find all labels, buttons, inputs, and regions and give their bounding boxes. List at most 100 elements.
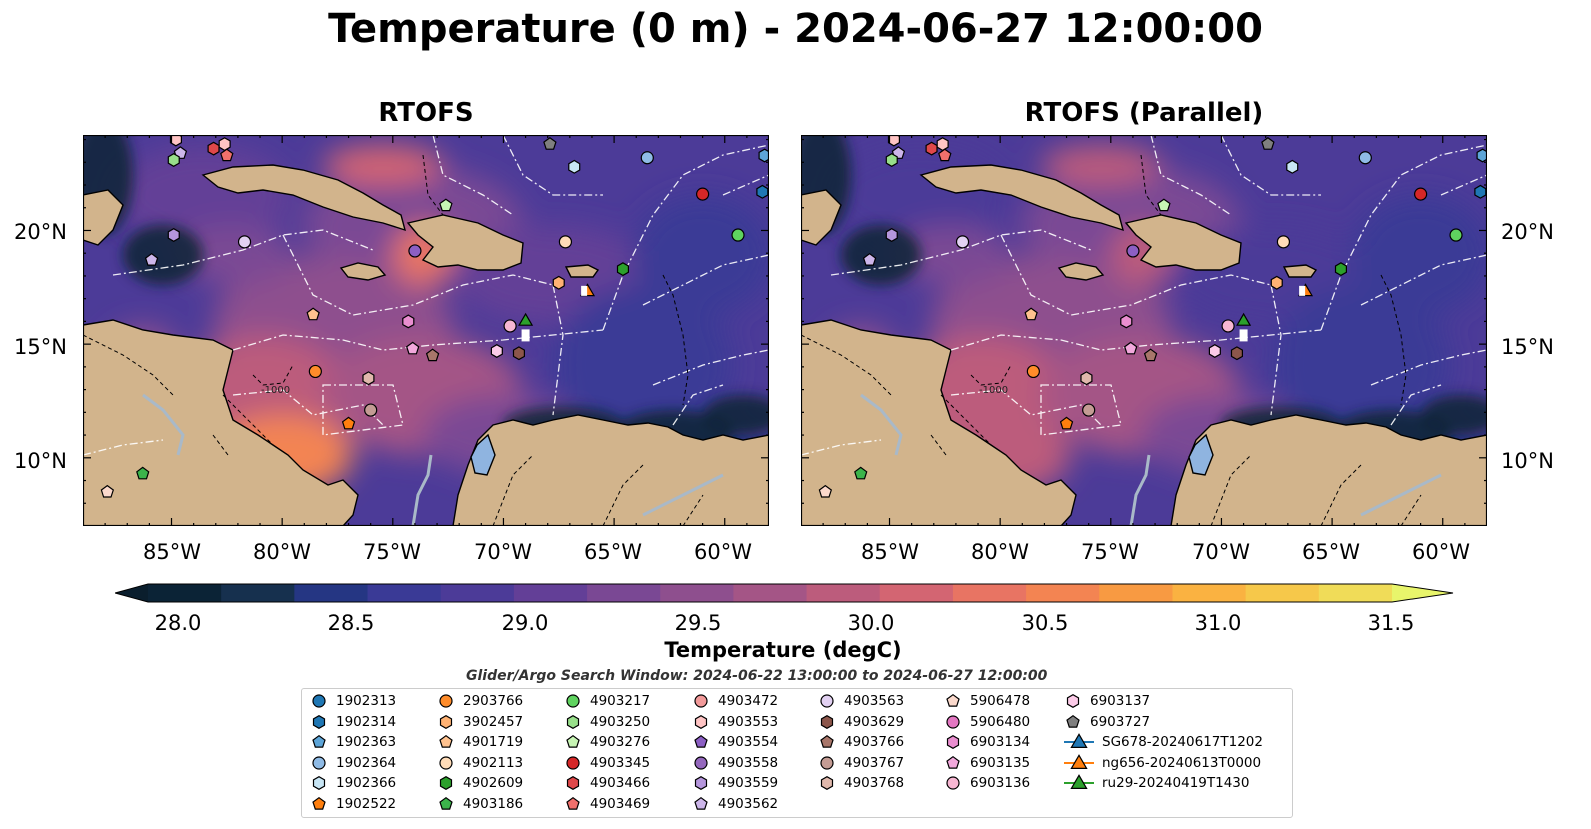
argo-float-marker [1157, 198, 1171, 212]
legend-item-label: 4903563 [844, 693, 905, 709]
argo-float-marker [885, 153, 898, 167]
legend-item: 4903563 [818, 691, 904, 711]
argo-float-marker [955, 235, 970, 249]
map-frame [83, 135, 769, 526]
legend-item-label: 4903250 [590, 713, 651, 730]
cuba [201, 164, 407, 232]
pentagon-marker-icon [439, 796, 453, 810]
panel-title-rtofs: RTOFS [378, 98, 474, 128]
hexagon-marker-icon [439, 776, 453, 791]
argo-float-marker [1123, 341, 1138, 355]
bathymetry-contour-label: -1000 [261, 385, 290, 396]
lon-label-80w-right: 80°W [971, 540, 1029, 564]
legend-item: 5906478 [944, 691, 1030, 711]
argo-float-marker [364, 403, 378, 417]
argo-float-marker [1449, 228, 1463, 242]
legend-item-label: SG678-20240617T1202 [1102, 734, 1263, 751]
colorbar-tick-31-5: 31.5 [1367, 611, 1415, 635]
legend-item-label: 4903276 [590, 734, 651, 751]
legend-item: 4903767 [818, 753, 904, 773]
pentagon-marker-icon [694, 796, 708, 810]
pentagon-marker-icon [439, 735, 453, 748]
colorbar-tick-28-0: 28.0 [154, 611, 202, 635]
colorbar-segment [367, 584, 442, 602]
jamaica [339, 262, 387, 281]
circle-marker-icon [439, 694, 453, 708]
argo-float-marker [756, 184, 769, 199]
argo-float-marker [568, 159, 581, 174]
argo-float-marker [885, 228, 898, 242]
argo-float-marker [616, 262, 630, 277]
central-america [801, 319, 1077, 526]
legend-item: 4901719 [437, 732, 523, 752]
argo-float-marker [306, 307, 320, 321]
panel-title-rtofs-parallel: RTOFS (Parallel) [1024, 98, 1264, 128]
legend-item-label: 6903134 [970, 734, 1031, 751]
colorbar-tick-28-5: 28.5 [327, 611, 375, 635]
argo-float-marker [1334, 262, 1348, 277]
circle-marker-icon [439, 756, 453, 770]
legend-item-label: 4903472 [718, 693, 779, 709]
argo-float-marker [490, 344, 503, 358]
colorbar [115, 583, 1454, 603]
eez-boundaries [801, 135, 1487, 456]
colorbar-tick-30-0: 30.0 [847, 611, 895, 635]
colorbar-label: Temperature (degC) [664, 638, 902, 662]
argo-float-marker [207, 141, 220, 156]
colorbar-segment [440, 584, 515, 602]
argo-float-marker [1474, 184, 1487, 199]
hexagon-marker-icon [1066, 694, 1080, 708]
legend-item-label: ng656-20240613T0000 [1102, 754, 1262, 771]
colorbar-under-extension [115, 584, 148, 602]
argo-float-marker [405, 341, 420, 355]
argo-float-marker [167, 153, 180, 167]
legend-item-label: 1902314 [336, 713, 397, 730]
map-content: -1000 [83, 135, 769, 526]
argo-float-marker [854, 466, 868, 480]
legend-item: 5906480 [944, 712, 1030, 732]
map-content: -1000 [801, 135, 1487, 526]
glider-track [1299, 285, 1306, 296]
lat-label-20n-left: 20°N [14, 220, 67, 244]
legend-item: 4903554 [692, 732, 778, 752]
float-markers [818, 135, 1487, 498]
legend-item: 4903466 [564, 773, 650, 793]
argo-float-marker [1026, 364, 1040, 379]
glider-marker [1236, 312, 1252, 326]
argo-float-marker [425, 348, 440, 362]
south-america [452, 414, 769, 526]
argo-float-marker [167, 228, 180, 242]
legend-item: 4903345 [564, 753, 650, 773]
colorbar-tick-31-0: 31.0 [1194, 611, 1242, 635]
argo-float-marker [1059, 416, 1074, 430]
argo-float-marker [1286, 159, 1299, 174]
argo-float-marker [758, 148, 769, 163]
legend-item-label: 4903553 [718, 713, 779, 730]
argo-float-marker [731, 228, 745, 242]
circle-marker-icon [694, 756, 708, 770]
hexagon-marker-icon [312, 714, 326, 729]
legend-item-label: 1902364 [336, 754, 397, 771]
legend-item-label: 4903217 [590, 693, 651, 709]
legend-item-label: 1902366 [336, 775, 397, 792]
legend-item: 4903562 [692, 794, 778, 814]
lon-label-70w-right: 70°W [1192, 540, 1250, 564]
legend-item: 6903136 [944, 773, 1030, 793]
legend-item: 1902364 [310, 753, 396, 773]
bathymetry-contour-label: -1000 [979, 385, 1008, 396]
circle-marker-icon [946, 776, 960, 790]
colorbar-segment [879, 584, 954, 602]
legend-item: 4902113 [437, 753, 523, 773]
lake-maracaibo [470, 433, 496, 476]
lon-label-65w-left: 65°W [584, 540, 642, 564]
legend-item: 2903766 [437, 691, 523, 711]
legend-item: 4902609 [437, 773, 523, 793]
colorbar-segment [733, 584, 808, 602]
lat-label-10n-right: 10°N [1501, 449, 1554, 473]
legend-item-label: 4903629 [844, 713, 905, 730]
argo-float-marker [169, 135, 183, 147]
legend-item-label: 6903727 [1090, 713, 1151, 730]
argo-float-marker [512, 346, 525, 361]
legend-item-label: 1902313 [336, 693, 397, 709]
lon-label-75w-left: 75°W [363, 540, 421, 564]
